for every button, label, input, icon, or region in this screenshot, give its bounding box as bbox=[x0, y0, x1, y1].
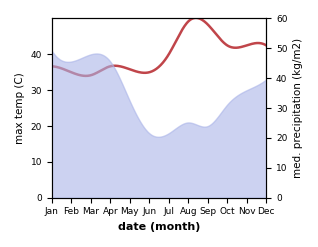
Y-axis label: max temp (C): max temp (C) bbox=[15, 72, 25, 144]
X-axis label: date (month): date (month) bbox=[118, 222, 200, 232]
Y-axis label: med. precipitation (kg/m2): med. precipitation (kg/m2) bbox=[293, 38, 303, 178]
